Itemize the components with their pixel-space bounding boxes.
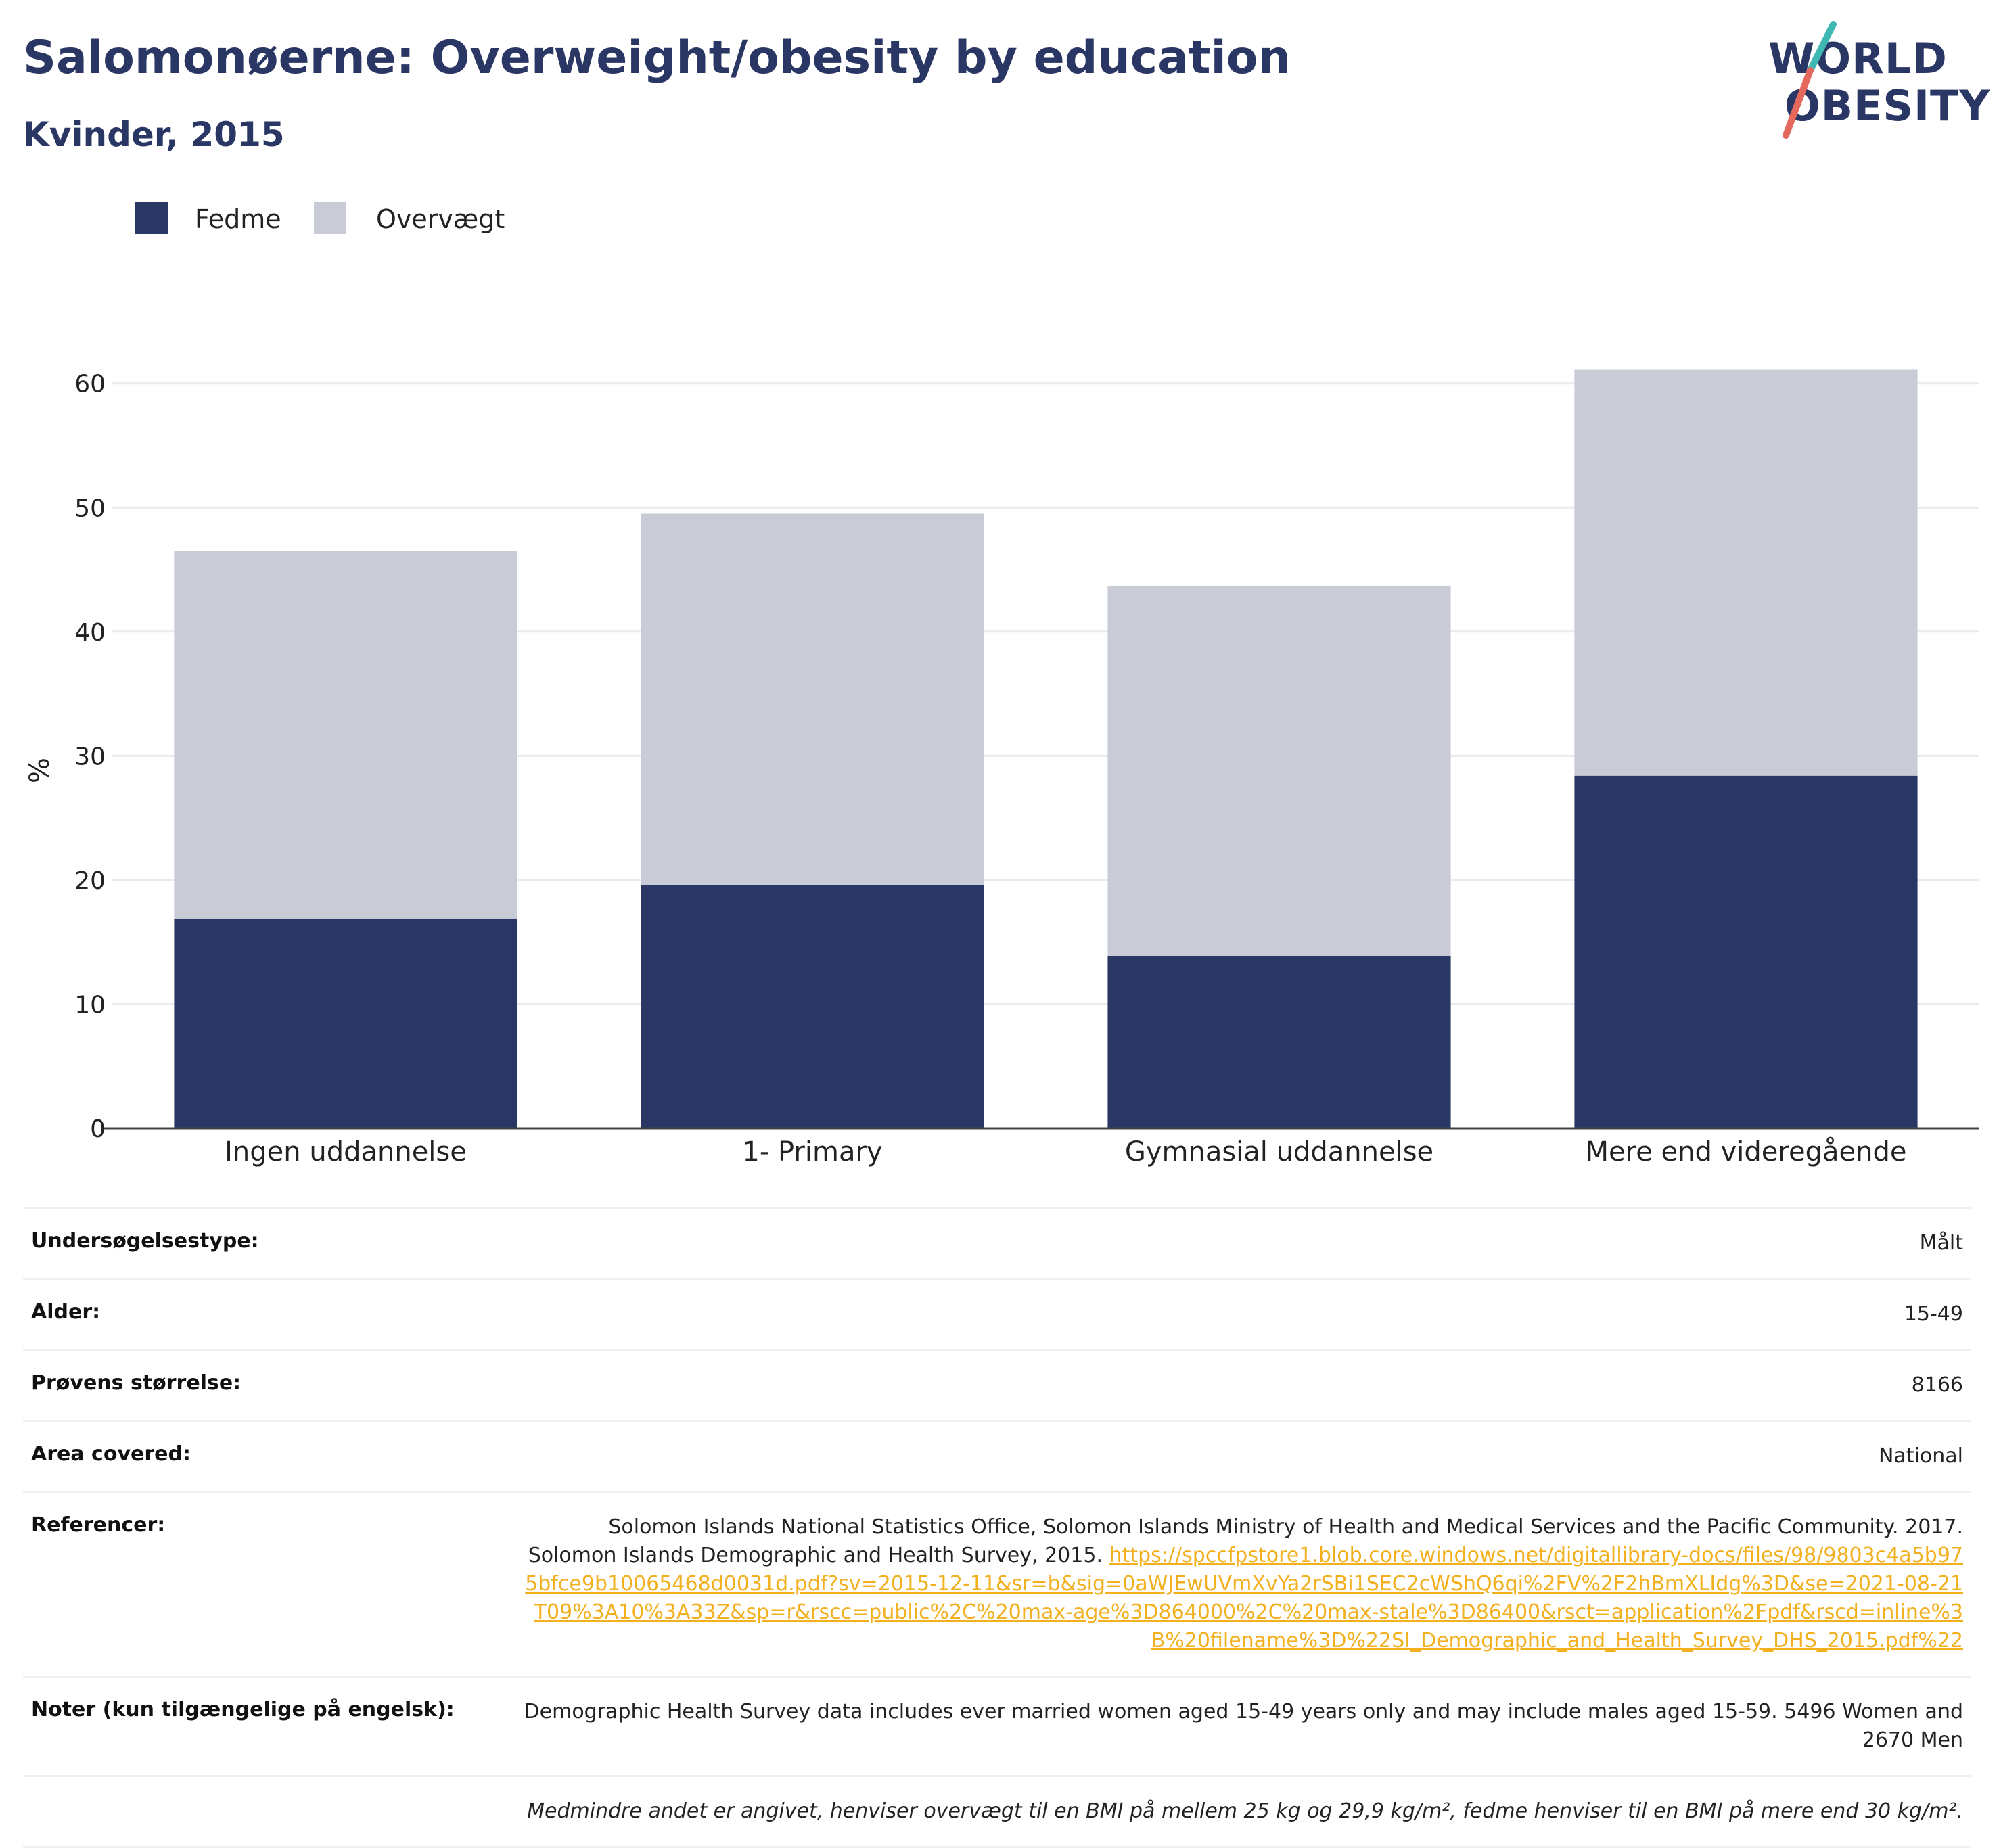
logo-slash-icon (1782, 21, 1837, 139)
bar-overvaegt (1574, 369, 1918, 776)
meta-value: Målt (1919, 1231, 1963, 1255)
logo-text-line1: WORLD (1768, 34, 1948, 83)
meta-row-notes: Noter (kun tilgængelige på engelsk): Dem… (23, 1676, 1971, 1775)
meta-value: 8166 (1911, 1373, 1963, 1397)
y-tick-label: 10 (74, 991, 106, 1019)
bar-fedme (641, 885, 984, 1128)
x-tick-label: Mere end videregående (1586, 1136, 1907, 1168)
y-tick-label: 30 (74, 743, 106, 770)
meta-label: Noter (kun tilgængelige på engelsk): (31, 1698, 455, 1722)
legend-label-overvaegt: Overvægt (376, 204, 505, 234)
meta-label: Alder: (31, 1300, 101, 1324)
x-tick-label: Ingen uddannelse (225, 1136, 467, 1168)
meta-label: Referencer: (31, 1513, 166, 1537)
meta-value-references: Solomon Islands National Statistics Offi… (518, 1513, 1963, 1655)
x-tick-label: Gymnasial uddannelse (1125, 1136, 1433, 1168)
reference-text: Solomon Islands National Statistics Offi… (528, 1515, 1963, 1567)
x-tick-label: 1- Primary (742, 1136, 882, 1168)
meta-value-notes: Demographic Health Survey data includes … (524, 1700, 1963, 1752)
footnote-text: Medmindre andet er angivet, henviser ove… (527, 1799, 1963, 1823)
bar-fedme (1107, 955, 1451, 1128)
stacked-bar-chart: 0 10 20 30 40 50 60% Ingen uddannelse 1- Primary… (24, 369, 1979, 1168)
meta-value: National (1878, 1444, 1963, 1468)
y-tick-label: 60 (74, 371, 106, 398)
meta-row-footnote: Medmindre andet er angivet, henviser ove… (23, 1775, 1971, 1848)
bar-overvaegt (1107, 585, 1451, 956)
page-subtitle: Kvinder, 2015 (23, 115, 285, 154)
meta-label: Area covered: (31, 1442, 191, 1466)
logo-text-line2: OBESITY (1785, 81, 1991, 131)
page-title: Salomonøerne: Overweight/obesity by educ… (23, 31, 1291, 85)
meta-label: Prøvens størrelse: (31, 1371, 242, 1395)
bar-overvaegt (174, 551, 518, 919)
y-tick-label: 0 (90, 1115, 106, 1143)
bar-fedme (174, 918, 518, 1128)
reference-link[interactable]: https://spccfpstore1.blob.core.windows.n… (525, 1544, 1963, 1653)
legend-label-fedme: Fedme (195, 204, 281, 234)
meta-value: 15-49 (1904, 1302, 1963, 1326)
meta-row-references: Referencer: Solomon Islands National Sta… (23, 1491, 1971, 1676)
y-tick-label: 40 (74, 619, 106, 647)
legend-swatch-overvaegt (314, 202, 346, 234)
metadata-table: Undersøgelsestype: Målt Alder: 15-49 Prø… (23, 1207, 1971, 1848)
bar-fedme (1574, 775, 1918, 1128)
meta-row-area-covered: Area covered: National (23, 1420, 1971, 1491)
meta-label: Undersøgelsestype: (31, 1229, 259, 1253)
y-tick-label: 20 (74, 867, 106, 895)
legend-swatch-fedme (135, 202, 168, 234)
bar-overvaegt (641, 513, 984, 885)
y-axis-label: % (24, 758, 55, 783)
world-obesity-logo: WORLD OBESITY (1759, 20, 1991, 142)
y-tick-label: 50 (74, 494, 106, 522)
meta-row-survey-type: Undersøgelsestype: Målt (23, 1207, 1971, 1278)
meta-row-age: Alder: 15-49 (23, 1278, 1971, 1349)
meta-row-sample-size: Prøvens størrelse: 8166 (23, 1349, 1971, 1420)
